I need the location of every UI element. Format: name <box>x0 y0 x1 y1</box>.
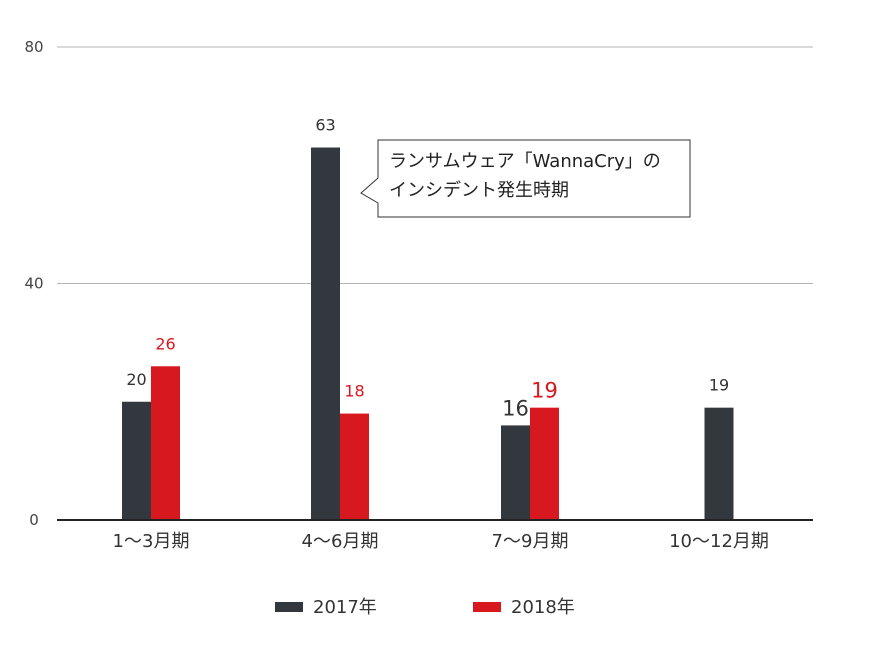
x-category-label: 10〜12月期 <box>669 531 769 552</box>
legend-label: 2018年 <box>511 597 575 618</box>
data-label: 20 <box>126 370 146 389</box>
bar-series1 <box>501 425 530 520</box>
bar-series1 <box>122 401 151 520</box>
bar-series1 <box>311 147 340 520</box>
bars <box>122 147 734 520</box>
callout-text-line: ランサムウェア「WannaCry」の <box>389 151 661 172</box>
y-tick-label: 0 <box>29 511 39 529</box>
data-label: 19 <box>709 376 729 395</box>
y-tick-label: 40 <box>24 275 43 293</box>
data-label: 63 <box>315 116 335 135</box>
data-label: 18 <box>344 382 364 401</box>
x-category-label: 4〜6月期 <box>302 531 379 552</box>
bar-series2 <box>530 407 559 520</box>
x-axis-categories: 1〜3月期 4〜6月期 7〜9月期 10〜12月期 <box>113 531 769 552</box>
data-label: 26 <box>155 334 175 353</box>
bar-series2 <box>340 413 369 520</box>
bar-series1 <box>704 407 734 520</box>
data-label: 16 <box>502 396 529 420</box>
x-category-label: 1〜3月期 <box>113 531 190 552</box>
callout-text-line: インシデント発生時期 <box>389 180 569 201</box>
bar-series2 <box>151 366 180 520</box>
callout-box <box>360 139 691 218</box>
legend-label: 2017年 <box>313 597 377 618</box>
legend: 2017年 2018年 <box>275 597 575 618</box>
legend-swatch <box>275 602 303 612</box>
legend-swatch <box>473 602 501 612</box>
y-axis-ticks: 0 40 80 <box>24 38 43 529</box>
data-label: 19 <box>531 379 558 403</box>
gridlines <box>57 46 813 284</box>
x-category-label: 7〜9月期 <box>492 531 569 552</box>
y-tick-label: 80 <box>24 38 43 56</box>
